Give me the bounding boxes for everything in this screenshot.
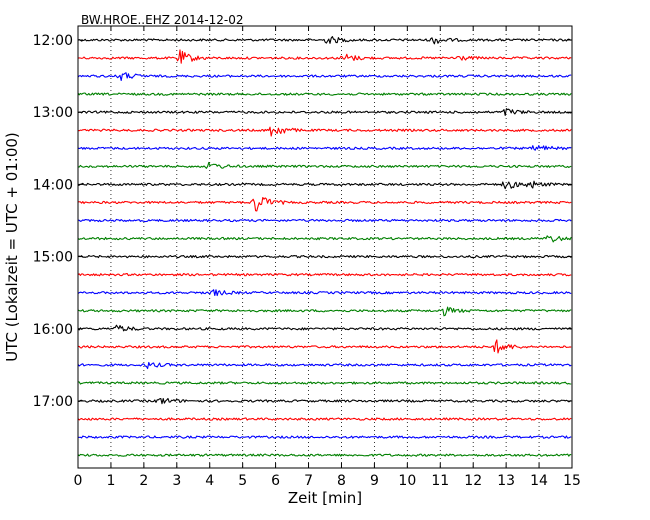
x-tick-label: 1 [106,473,115,489]
x-tick-label: 4 [205,473,214,489]
x-tick-label: 3 [172,473,181,489]
x-tick-label: 11 [431,473,449,489]
trace-line [77,36,572,45]
x-tick-label: 15 [563,473,581,489]
trace-line [77,289,572,297]
x-axis-ticks: 0 1 2 3 4 5 6 7 8 9 10 11 12 13 14 15 [74,26,581,489]
x-tick-label: 8 [337,473,346,489]
trace-line [77,161,572,169]
x-tick-label: 12 [464,473,482,489]
y-axis-label: UTC (Lokalzeit = UTC + 01:00) [3,132,21,362]
trace-line [77,126,572,137]
y-tick-label: 15:00 [33,250,73,266]
trace-line [77,49,572,64]
vertical-grid [110,26,540,468]
y-axis-ticks: 12:00 13:00 14:00 15:00 16:00 17:00 [33,33,572,410]
trace-line [77,218,572,223]
y-tick-label: 14:00 [33,177,73,193]
trace-line [77,306,572,317]
seismogram-traces [77,36,572,457]
x-tick-label: 10 [398,473,416,489]
x-tick-label: 2 [139,473,148,489]
trace-line [77,381,572,385]
trace-line [77,92,572,96]
x-tick-label: 13 [497,473,515,489]
trace-line [77,339,572,354]
x-tick-label: 9 [370,473,379,489]
x-tick-label: 0 [74,473,83,489]
trace-line [77,180,572,190]
trace-line [77,397,572,405]
trace-line [77,453,572,457]
y-tick-label: 16:00 [33,322,73,338]
y-tick-label: 12:00 [33,33,73,49]
trace-line [77,145,572,151]
x-tick-label: 6 [271,473,280,489]
trace-line [77,361,572,370]
y-tick-label: 17:00 [33,394,73,410]
plot-frame [77,25,573,469]
x-axis-label: Zeit [min] [288,489,362,507]
trace-line [77,108,572,116]
trace-line [77,435,572,439]
trace-line [77,417,572,421]
trace-line [77,273,572,277]
trace-line [77,235,572,243]
trace-line [77,324,572,332]
trace-line [77,196,572,212]
chart-title: BW.HROE..EHZ 2014-12-02 [81,13,244,27]
x-tick-label: 5 [238,473,247,489]
trace-line [77,72,572,82]
trace-line [77,254,572,259]
x-tick-label: 7 [304,473,313,489]
y-tick-label: 13:00 [33,105,73,121]
x-tick-label: 14 [530,473,548,489]
